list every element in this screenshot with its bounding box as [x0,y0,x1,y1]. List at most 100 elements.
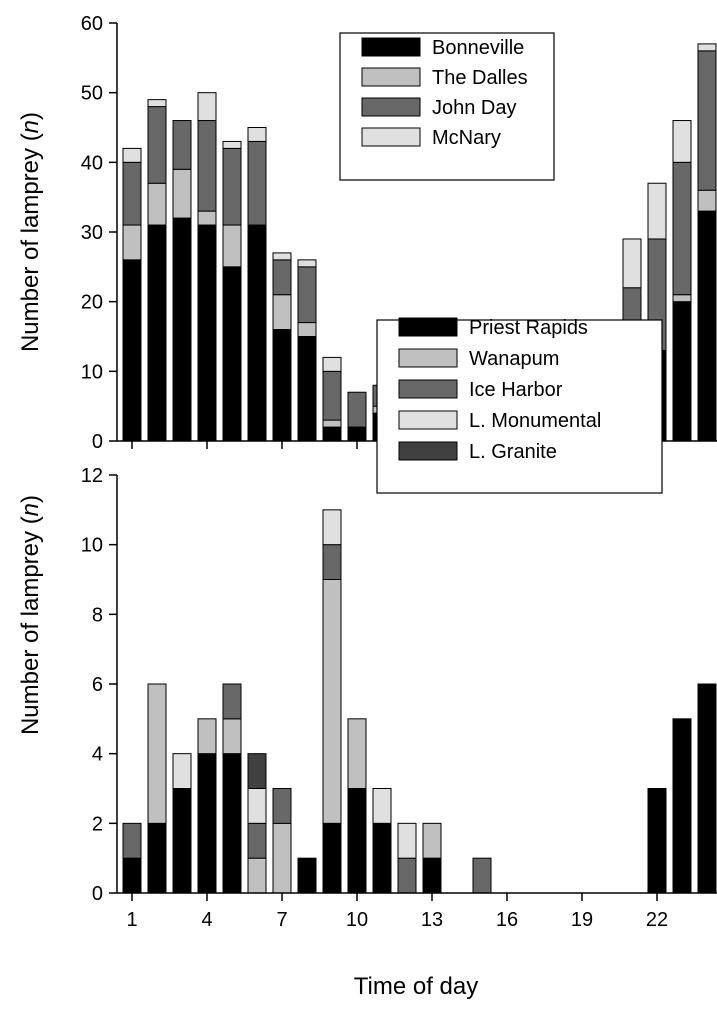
x-tick-label-22: 22 [646,909,668,931]
bar-p0-s1-x9 [322,419,342,428]
bar-p1-s0-x8 [297,857,317,894]
y-tick-label-p0-60: 60 [81,13,103,35]
bar-p0-s2-x6 [247,140,267,226]
bar-p1-s0-x13 [422,857,442,894]
bar-p0-s2-x9 [322,370,342,421]
bar-p0-s3-x8 [297,259,317,268]
legend-label-p1-4: L. Granite [469,441,557,463]
legend-label-p1-2: Ice Harbor [469,379,563,401]
bar-p0-s1-x2 [147,182,167,226]
bar-p0-s3-x6 [247,127,267,142]
legend-label-p0-2: John Day [432,97,517,119]
bar-p0-s0-x6 [247,224,267,442]
legend-label-p0-1: The Dalles [432,67,528,89]
y-axis-title-bottom-main: Number of lamprey ( [17,516,44,735]
bar-p0-s0-x23 [672,301,692,442]
bar-p0-s3-x22 [647,182,667,240]
y-axis-title-top: Number of lamprey (n) [17,112,44,352]
bar-p1-s0-x23 [672,718,692,894]
bar-p0-s2-x5 [222,147,242,226]
y-tick-label-p1-12: 12 [81,465,103,487]
bar-p0-s0-x9 [322,426,342,442]
bar-p0-s0-x3 [172,217,192,442]
x-tick-label-4: 4 [201,909,212,931]
legend-swatch-p0-0 [361,37,421,57]
bar-p0-s2-x7 [272,259,292,296]
bar-p1-s3-x6 [247,788,267,824]
bar-p0-s2-x4 [197,120,217,212]
bar-p1-s0-x3 [172,788,192,894]
legend-box-p1 [376,319,663,494]
bar-p0-s1-x7 [272,294,292,331]
legend-swatch-p1-0 [398,317,458,337]
y-tick-label-p1-4: 4 [92,744,103,766]
legend-swatch-p1-4 [398,441,458,461]
legend-swatch-p1-1 [398,348,458,368]
bar-p0-s2-x23 [672,161,692,296]
bar-p0-s3-x9 [322,356,342,372]
bar-p1-s1-x2 [147,683,167,824]
bar-p0-s2-x1 [122,161,142,226]
legend-label-p1-3: L. Monumental [469,410,601,432]
bar-p0-s2-x3 [172,120,192,170]
bar-p0-s0-x7 [272,329,292,442]
bar-p0-s1-x5 [222,224,242,268]
x-tick-label-19: 19 [571,909,593,931]
bar-p1-s2-x9 [322,544,342,580]
bar-p1-s3-x3 [172,753,192,789]
bar-p1-s0-x22 [647,788,667,894]
y-tick-label-p0-20: 20 [81,292,103,314]
bar-p0-s3-x4 [197,92,217,122]
y-axis-title-bottom-close: ) [17,495,44,503]
y-tick-label-p1-2: 2 [92,813,103,835]
y-axis-title-top-italic: n [17,120,44,133]
bar-p0-s1-x4 [197,210,217,226]
bar-p0-s2-x8 [297,266,317,324]
bar-p0-s3-x5 [222,140,242,149]
bar-p0-s2-x2 [147,106,167,184]
bar-p1-s3-x12 [397,822,417,859]
bar-p0-s2-x24 [697,50,717,191]
bar-p1-s0-x5 [222,753,242,894]
bar-p0-s3-x23 [672,120,692,163]
bar-p1-s2-x6 [247,822,267,859]
y-tick-label-p1-0: 0 [92,883,103,905]
bar-p1-s1-x10 [347,718,367,790]
bar-p0-s2-x10 [347,391,367,428]
y-tick-label-p1-8: 8 [92,604,103,626]
bar-p1-s2-x12 [397,857,417,894]
bar-p0-s0-x4 [197,224,217,442]
bar-p0-s1-x3 [172,168,192,219]
x-tick-label-13: 13 [421,909,443,931]
y-tick-label-p0-10: 10 [81,361,103,383]
x-tick-label-1: 1 [126,909,137,931]
y-tick-label-p1-6: 6 [92,674,103,696]
bar-p1-s1-x7 [272,822,292,894]
bar-p0-s1-x8 [297,322,317,338]
bar-p1-s0-x2 [147,822,167,894]
bar-p1-s0-x10 [347,788,367,894]
bar-p1-s1-x4 [197,718,217,755]
bar-p1-s2-x5 [222,683,242,720]
legend-swatch-p0-3 [361,127,421,147]
bar-p1-s1-x6 [247,857,267,894]
bar-p1-s1-x13 [422,822,442,859]
legend-label-p0-0: Bonneville [432,37,524,59]
x-tick-label-10: 10 [346,909,368,931]
bar-p0-s1-x24 [697,189,717,212]
bar-p1-s0-x1 [122,857,142,894]
bar-p1-s0-x11 [372,822,392,894]
bar-p1-s1-x5 [222,718,242,755]
x-axis-title: Time of day [354,973,479,1000]
bar-p0-s1-x23 [672,294,692,303]
bar-p0-s0-x10 [347,426,367,442]
y-tick-label-p0-30: 30 [81,222,103,244]
legend-label-p0-3: McNary [432,127,501,149]
legend-swatch-p1-2 [398,379,458,399]
bar-p1-s3-x11 [372,788,392,824]
x-tick-label-7: 7 [276,909,287,931]
y-tick-label-p0-40: 40 [81,152,103,174]
legend-swatch-p0-1 [361,67,421,87]
